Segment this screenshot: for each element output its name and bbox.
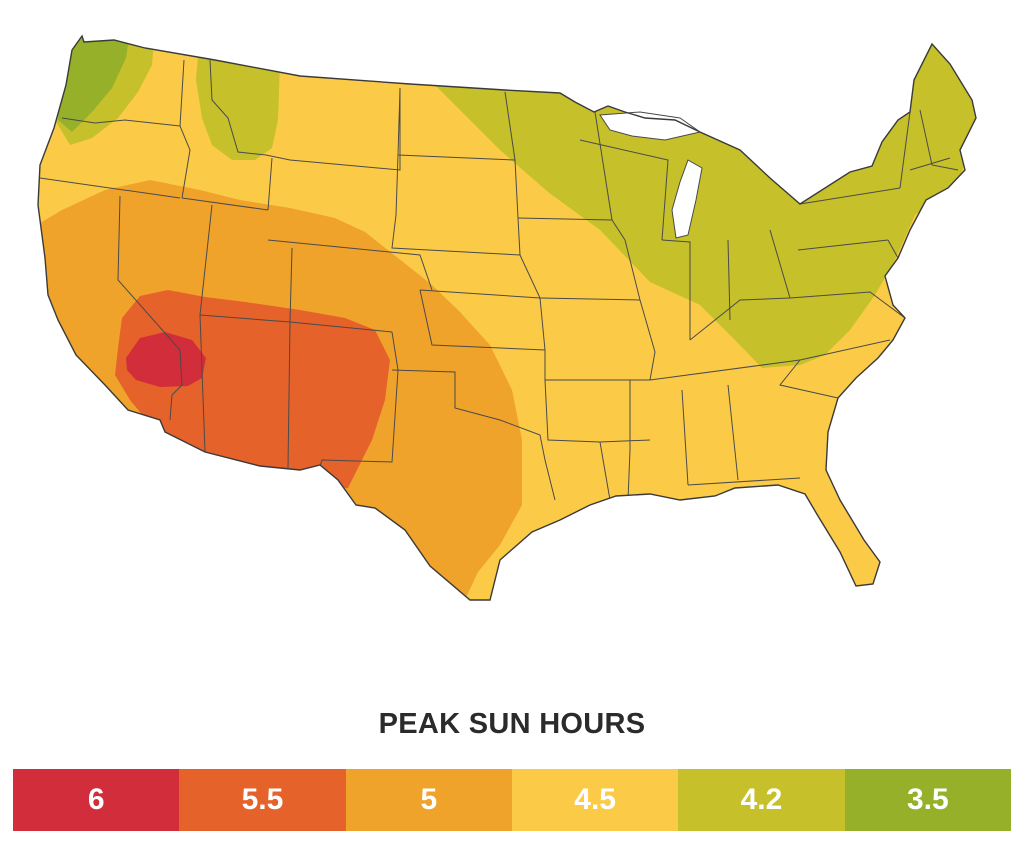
legend-cell-3-5: 3.5 xyxy=(844,769,1011,831)
us-peak-sun-hours-map xyxy=(37,35,977,601)
legend-cell-6: 6 xyxy=(13,769,180,831)
legend-label: 4.5 xyxy=(574,783,616,816)
great-lakes xyxy=(599,111,703,239)
zone-3-5-coast xyxy=(58,36,130,132)
legend-label: 5.5 xyxy=(241,783,284,816)
legend-label: 5 xyxy=(420,783,438,816)
zone-6-desert-southwest xyxy=(126,332,206,387)
legend-cell-4-5: 4.5 xyxy=(511,769,679,831)
legend-title: PEAK SUN HOURS xyxy=(378,708,646,740)
state-borders xyxy=(39,59,959,501)
legend-bar: 6 5.5 5 4.5 4.2 3.5 xyxy=(13,769,1011,831)
legend-label: 4.2 xyxy=(740,783,783,816)
legend-label: 6 xyxy=(87,783,105,816)
sun-hours-zones xyxy=(38,36,976,600)
legend-label: 3.5 xyxy=(906,783,949,816)
lake-superior-shore xyxy=(599,111,702,141)
zone-5-5-four-corners xyxy=(115,290,390,490)
legend-cell-5-5: 5.5 xyxy=(179,769,346,831)
legend-cell-4-2: 4.2 xyxy=(678,769,845,831)
legend-cell-5: 5 xyxy=(345,769,512,831)
zone-4-2-northwest-interior xyxy=(196,55,280,160)
lake-michigan xyxy=(671,159,703,239)
